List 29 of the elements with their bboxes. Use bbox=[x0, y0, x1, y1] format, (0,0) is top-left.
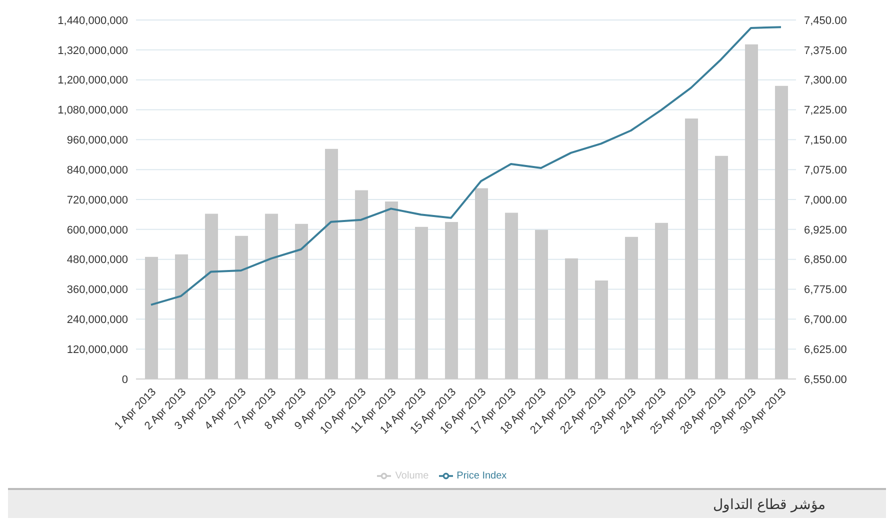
y-tick-label: 1,320,000,000 bbox=[58, 44, 128, 57]
line-series bbox=[150, 26, 782, 306]
y2-tick-label: 6,625.00 bbox=[804, 344, 847, 356]
y-tick-label: 480,000,000 bbox=[66, 254, 128, 266]
y2-tick-label: 6,850.00 bbox=[804, 254, 847, 266]
y-tick-label: 120,000,000 bbox=[66, 344, 128, 356]
y-tick-label: 960,000,000 bbox=[66, 134, 128, 147]
legend-label: Price Index bbox=[456, 470, 507, 482]
y2-tick-label: 6,775.00 bbox=[804, 284, 847, 296]
y-tick-label: 720,000,000 bbox=[66, 194, 128, 206]
y2-tick-label: 7,300.00 bbox=[804, 74, 847, 87]
y2-tick-label: 7,450.00 bbox=[804, 14, 847, 27]
y-tick-label: 840,000,000 bbox=[66, 164, 128, 176]
y2-tick-label: 7,375.00 bbox=[804, 44, 847, 57]
y-tick-label: 1,200,000,000 bbox=[58, 74, 128, 87]
y2-tick-label: 7,150.00 bbox=[804, 134, 847, 147]
y2-tick-label: 6,925.00 bbox=[804, 224, 847, 236]
y2-tick-label: 7,000.00 bbox=[804, 194, 847, 206]
y-tick-label: 600,000,000 bbox=[66, 224, 128, 236]
y2-tick-label: 6,550.00 bbox=[804, 374, 847, 386]
y-tick-label: 1,080,000,000 bbox=[58, 104, 128, 117]
y-tick-label: 240,000,000 bbox=[66, 314, 128, 326]
y2-tick-label: 7,225.00 bbox=[804, 104, 847, 117]
y-tick-label: 1,440,000,000 bbox=[58, 14, 128, 27]
y-tick-label: 360,000,000 bbox=[66, 284, 128, 296]
y2-tick-label: 7,075.00 bbox=[804, 164, 847, 176]
text: مؤشر قطاع التداول bbox=[8, 488, 886, 518]
y2-tick-label: 6,700.00 bbox=[804, 314, 847, 326]
y-tick-label: 0 bbox=[122, 374, 128, 386]
